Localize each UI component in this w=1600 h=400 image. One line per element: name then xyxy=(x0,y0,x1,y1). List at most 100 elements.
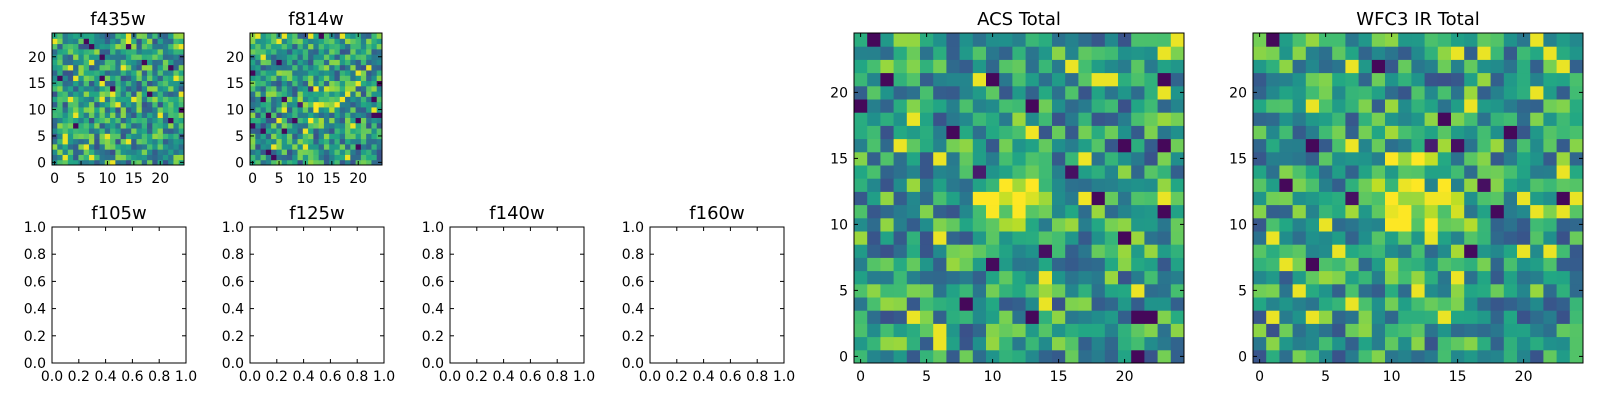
heatmap-cell xyxy=(376,128,383,134)
heatmap-cell xyxy=(313,43,320,50)
heatmap-cell xyxy=(355,75,362,82)
heatmap-cell xyxy=(281,64,288,71)
heatmap-cell xyxy=(73,159,79,166)
heatmap-cell xyxy=(1503,33,1518,47)
heatmap-cell xyxy=(1292,46,1307,60)
heatmap-cell xyxy=(371,133,378,140)
heatmap-cell xyxy=(1292,257,1307,272)
heatmap-cell xyxy=(1025,178,1040,192)
heatmap-cell xyxy=(1279,257,1294,272)
heatmap-cell xyxy=(371,43,378,50)
heatmap-cell xyxy=(345,143,351,150)
heatmap-cell xyxy=(94,154,101,161)
heatmap-cell xyxy=(959,217,974,232)
heatmap-cell xyxy=(1065,99,1079,113)
heatmap-cell xyxy=(260,159,267,166)
heatmap-cell xyxy=(104,64,111,71)
heatmap-cell xyxy=(1556,204,1571,219)
heatmap-cell xyxy=(959,112,974,126)
heatmap-cell xyxy=(986,85,1000,100)
heatmap-cell xyxy=(986,138,1000,153)
heatmap-cell xyxy=(73,75,79,82)
heatmap-cell xyxy=(78,64,85,71)
heatmap-cell xyxy=(854,72,868,87)
heatmap-cell xyxy=(271,64,277,71)
heatmap-cell xyxy=(1305,231,1320,245)
heatmap-cell xyxy=(308,122,314,129)
heatmap-cell xyxy=(1569,99,1584,113)
heatmap-cell xyxy=(323,64,330,71)
heatmap-cell xyxy=(1065,112,1079,126)
heatmap-cell xyxy=(250,154,256,161)
heatmap-cell xyxy=(178,138,185,145)
heatmap-cell xyxy=(173,117,180,124)
heatmap-cell xyxy=(308,59,314,66)
heatmap-cell xyxy=(1104,231,1119,245)
heatmap-cell xyxy=(1118,46,1132,60)
heatmap-cell xyxy=(99,112,106,118)
heatmap-cell xyxy=(1078,323,1093,338)
heatmap-cell xyxy=(110,138,116,145)
heatmap-cell xyxy=(52,75,58,82)
heatmap-cell xyxy=(120,43,127,50)
heatmap-cell xyxy=(104,85,111,92)
heatmap-cell xyxy=(345,159,351,166)
heatmap-cell xyxy=(1358,244,1373,258)
heatmap-cell xyxy=(1266,85,1280,100)
heatmap-cell xyxy=(313,101,320,108)
heatmap-cell xyxy=(986,217,1000,232)
heatmap-cell xyxy=(152,117,159,124)
x-tick-label: 10 xyxy=(984,369,1002,385)
heatmap-cell xyxy=(920,257,934,272)
heatmap-cell xyxy=(1569,270,1584,285)
heatmap-cell xyxy=(318,38,325,45)
heatmap-cell xyxy=(1543,165,1558,179)
heatmap-cell xyxy=(308,91,314,97)
heatmap-cell xyxy=(371,59,378,66)
heatmap-cell xyxy=(168,59,174,66)
heatmap-cell xyxy=(1012,72,1027,87)
heatmap-cell xyxy=(115,112,122,118)
heatmap-cell xyxy=(1038,125,1053,140)
heatmap-cell xyxy=(62,143,69,150)
heatmap-cell xyxy=(152,48,159,55)
heatmap-cell xyxy=(1104,46,1119,60)
heatmap-cell xyxy=(57,149,64,155)
heatmap-cell xyxy=(1385,257,1399,272)
heatmap-cell xyxy=(1503,191,1518,206)
heatmap-cell xyxy=(271,154,277,161)
heatmap-cell xyxy=(1345,217,1360,232)
heatmap-cell xyxy=(906,336,921,351)
heatmap-cell xyxy=(360,43,367,50)
heatmap-cell xyxy=(260,112,267,118)
heatmap-cell xyxy=(1464,244,1478,258)
heatmap-cell xyxy=(1424,138,1439,153)
heatmap-cell xyxy=(1358,112,1373,126)
heatmap-cell xyxy=(152,80,159,87)
heatmap-cell xyxy=(1091,270,1106,285)
heatmap-cell xyxy=(73,69,79,76)
panel-title: f435w xyxy=(90,9,145,30)
heatmap-cell xyxy=(920,191,934,206)
heatmap-cell xyxy=(1292,231,1307,245)
heatmap-cell xyxy=(1319,297,1333,311)
heatmap-cell xyxy=(854,297,868,311)
heatmap-cell xyxy=(281,91,288,97)
heatmap-cell xyxy=(136,48,143,55)
heatmap-cell xyxy=(1319,85,1333,100)
heatmap-cell xyxy=(157,96,164,103)
heatmap-cell xyxy=(999,349,1013,364)
heatmap-cell xyxy=(1319,283,1333,298)
heatmap-cell xyxy=(880,257,895,272)
heatmap-cell xyxy=(1038,46,1053,60)
heatmap-cell xyxy=(157,85,164,92)
heatmap-cell xyxy=(1358,125,1373,140)
heatmap-cell xyxy=(1305,138,1320,153)
heatmap-cell xyxy=(1371,99,1386,113)
heatmap-cell xyxy=(88,59,95,66)
heatmap-cell xyxy=(371,101,378,108)
heatmap-cell xyxy=(78,112,85,118)
heatmap-cell xyxy=(1530,191,1544,206)
heatmap-cell xyxy=(131,38,137,45)
heatmap-cell xyxy=(323,38,330,45)
